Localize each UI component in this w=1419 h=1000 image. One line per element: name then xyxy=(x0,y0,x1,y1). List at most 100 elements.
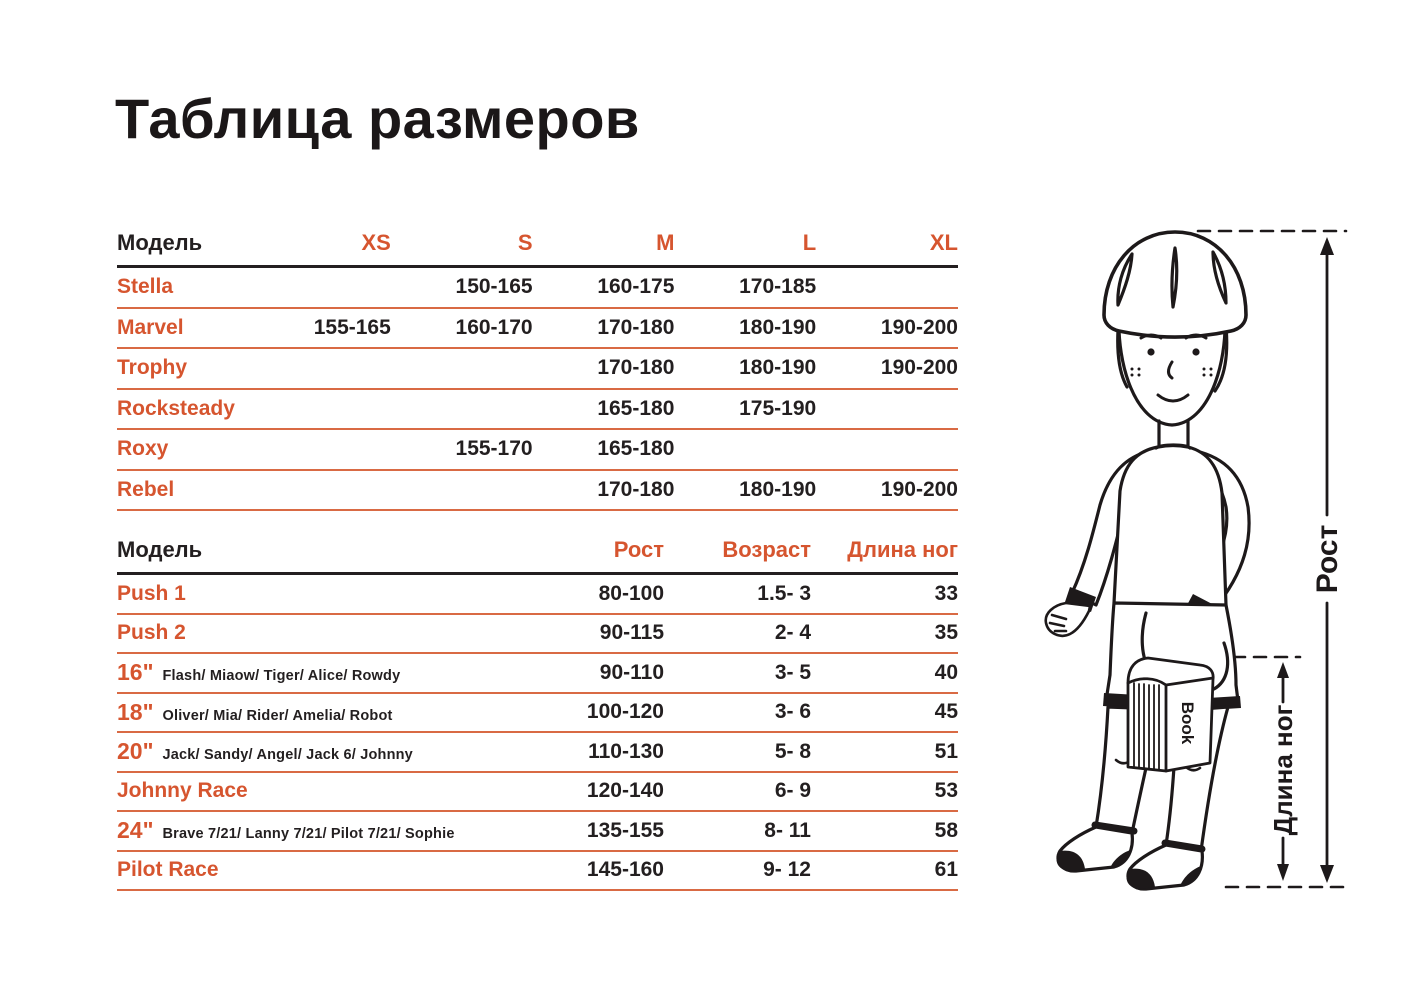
column-header-age: Возраст xyxy=(722,537,811,562)
model-name: Push 1 xyxy=(117,582,517,606)
size-value-l: 180-190 xyxy=(739,356,817,380)
left-hand xyxy=(1044,601,1092,638)
table-row: 20" Jack/ Sandy/ Angel/ Jack 6/ Johnny 11… xyxy=(117,733,958,773)
kids-size-table: Модель Рост Возраст Длина ног Push 1 80-… xyxy=(117,532,958,891)
eye xyxy=(1192,348,1200,356)
height-value: 80-100 xyxy=(598,581,664,605)
model-variants: Oliver/ Mia/ Rider/ Amelia/ Robot xyxy=(162,707,393,724)
model-variants: Flash/ Miaow/ Tiger/ Alice/ Rowdy xyxy=(162,668,401,685)
leg-length-value: 33 xyxy=(934,581,958,605)
height-arrow: Рост xyxy=(1311,237,1344,883)
heel-patch xyxy=(1180,866,1201,886)
leg-length-arrow: Длина ног xyxy=(1268,662,1298,881)
toe-cap xyxy=(1056,850,1085,871)
neck xyxy=(1157,419,1190,451)
age-value: 5- 8 xyxy=(774,739,811,763)
book-icon: Book xyxy=(1126,656,1215,773)
leg-length-value: 61 xyxy=(934,858,958,882)
model-label: 18" xyxy=(117,698,154,725)
table-row: Rocksteady 165-180 175-190 xyxy=(117,390,958,430)
table-row: Rebel 170-180 180-190 190-200 xyxy=(117,471,958,511)
model-name: Marvel xyxy=(117,315,184,339)
model-label: 24" xyxy=(117,817,154,844)
helmet-vent-icon xyxy=(1211,250,1228,305)
size-value-m: 170-180 xyxy=(597,477,675,501)
toe-cap xyxy=(1126,868,1155,889)
size-value-xl: 190-200 xyxy=(880,356,958,380)
model-name: Rocksteady xyxy=(117,396,235,420)
size-value-xl: 190-200 xyxy=(880,315,958,339)
age-value: 1.5- 3 xyxy=(757,581,811,605)
column-header-leg-length: Длина ног xyxy=(847,537,958,562)
helmet-vent-icon xyxy=(1116,252,1134,307)
model-name: Trophy xyxy=(117,356,188,380)
shirt xyxy=(1065,443,1251,620)
kids-table-header: Модель Рост Возраст Длина ног xyxy=(117,532,958,575)
height-value: 145-160 xyxy=(586,858,664,882)
arrowhead-up-icon xyxy=(1320,237,1334,255)
height-value: 110-130 xyxy=(588,739,664,763)
face-features xyxy=(1130,333,1213,403)
arrowhead-up-icon xyxy=(1277,662,1289,678)
model-name: Pilot Race xyxy=(117,858,517,882)
model-label: 20" xyxy=(117,738,154,765)
leg-length-value: 40 xyxy=(934,660,958,684)
model-variants: Brave 7/21/ Lanny 7/21/ Pilot 7/21/ Soph… xyxy=(162,826,455,843)
column-header-model: Модель xyxy=(117,537,203,562)
leg-length-value: 45 xyxy=(934,700,958,724)
age-value: 3- 6 xyxy=(774,700,811,724)
size-value-l: 180-190 xyxy=(739,477,817,501)
model-label: Pilot Race xyxy=(117,858,219,882)
table-row: Stella 150-165 160-175 170-185 xyxy=(117,268,958,309)
model-name: 24" Brave 7/21/ Lanny 7/21/ Pilot 7/21/ S… xyxy=(117,817,517,844)
table-row: Roxy 155-170 165-180 xyxy=(117,430,958,471)
size-value-l: 180-190 xyxy=(739,315,817,339)
sock-band xyxy=(1161,839,1206,853)
column-header-m: M xyxy=(656,230,675,255)
table-row: Trophy 170-180 180-190 190-200 xyxy=(117,349,958,390)
age-value: 3- 5 xyxy=(774,660,811,684)
model-variants: Jack/ Sandy/ Angel/ Jack 6/ Johnny xyxy=(162,747,413,764)
model-label: Johnny Race xyxy=(117,779,248,803)
size-value-m: 170-180 xyxy=(597,356,675,380)
leg-length-label: Длина ног xyxy=(1268,704,1298,835)
table-row: 16" Flash/ Miaow/ Tiger/ Alice/ Rowdy 90-… xyxy=(117,654,958,694)
arrowhead-down-icon xyxy=(1320,865,1334,883)
size-value-s: 150-165 xyxy=(455,275,533,299)
mouth xyxy=(1156,393,1190,403)
page-edges xyxy=(1133,682,1160,771)
model-label: Push 1 xyxy=(117,581,186,605)
size-value-s: 160-170 xyxy=(455,315,533,339)
eye xyxy=(1147,348,1155,356)
column-header-model: Модель xyxy=(117,230,203,255)
table-row: Marvel 155-165 160-170 170-180 180-190 1… xyxy=(117,309,958,349)
table-row: Push 1 80-100 1.5- 3 33 xyxy=(117,575,958,615)
leg-length-value: 53 xyxy=(934,779,958,803)
size-value-xl: 190-200 xyxy=(880,477,958,501)
arrowhead-down-icon xyxy=(1277,864,1289,881)
column-header-xl: XL xyxy=(929,230,958,255)
age-value: 9- 12 xyxy=(763,858,811,882)
size-value-xs: 155-165 xyxy=(313,315,391,339)
measurement-guides: Рост Длина ног xyxy=(1168,229,1350,889)
age-value: 2- 4 xyxy=(774,621,811,645)
child-figure: Book xyxy=(1044,230,1251,891)
size-value-l: 170-185 xyxy=(739,275,817,299)
size-value-l: 175-190 xyxy=(739,396,817,420)
model-name: Stella xyxy=(117,275,174,299)
freckles xyxy=(1130,367,1213,377)
helmet-vent-icon xyxy=(1170,246,1179,309)
leg-length-value: 58 xyxy=(934,818,958,842)
height-value: 120-140 xyxy=(586,779,664,803)
model-name: 16" Flash/ Miaow/ Tiger/ Alice/ Rowdy xyxy=(117,659,517,686)
model-name: Roxy xyxy=(117,437,169,461)
column-header-height: Рост xyxy=(613,537,664,562)
leg-length-value: 35 xyxy=(934,621,958,645)
sock-band xyxy=(1091,821,1138,835)
model-name: 18" Oliver/ Mia/ Rider/ Amelia/ Robot xyxy=(117,699,517,726)
nose xyxy=(1167,360,1174,380)
height-value: 90-115 xyxy=(599,621,664,645)
size-figure-illustration: Рост Длина ног xyxy=(1000,215,1419,930)
table-row: 24" Brave 7/21/ Lanny 7/21/ Pilot 7/21/ S… xyxy=(117,812,958,852)
size-value-m: 165-180 xyxy=(597,396,675,420)
